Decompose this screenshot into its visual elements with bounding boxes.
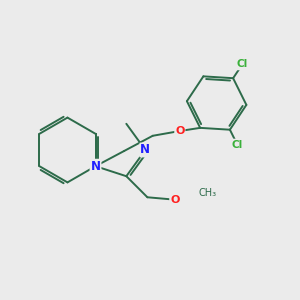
Text: Cl: Cl xyxy=(232,140,243,149)
Text: N: N xyxy=(140,143,150,157)
Text: CH₃: CH₃ xyxy=(198,188,216,198)
Text: N: N xyxy=(91,160,100,173)
Text: O: O xyxy=(175,126,184,136)
Text: O: O xyxy=(170,195,179,205)
Text: Cl: Cl xyxy=(237,59,248,69)
